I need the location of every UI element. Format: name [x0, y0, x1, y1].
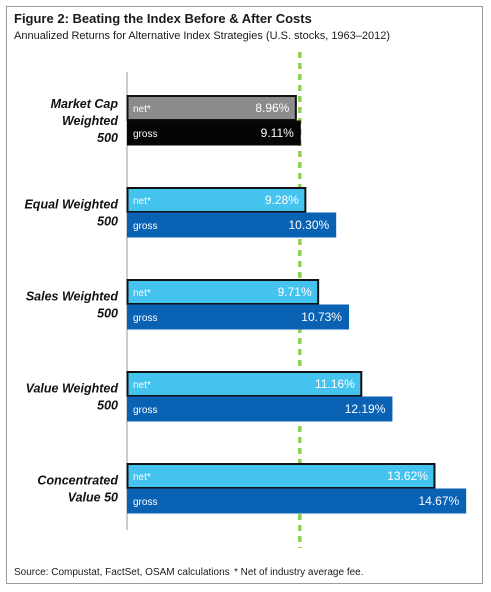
bar-net [126, 279, 320, 305]
data-label: 11.16% [315, 377, 355, 391]
data-label: 9.11% [261, 126, 294, 140]
data-label: 13.62% [387, 469, 428, 483]
category-label-line: Concentrated [37, 474, 118, 488]
data-label: 9.28% [265, 193, 299, 207]
data-label: 8.96% [255, 101, 289, 115]
category-label: Concentrated Value 50 [37, 474, 118, 505]
bar-tag-net: net* [133, 196, 151, 207]
category-label-line: 500 [97, 131, 118, 145]
category-label-line: 500 [97, 215, 118, 229]
category-label-line: Market Cap [51, 97, 119, 111]
bar-tag-gross: gross [133, 497, 157, 508]
bar-gross [127, 396, 393, 422]
data-label: 9.71% [278, 285, 312, 299]
bar-net [126, 463, 436, 489]
bar-net [126, 371, 363, 397]
category-label-line: Sales Weighted [26, 290, 119, 304]
bar-tag-gross: gross [133, 221, 157, 232]
category-label: Market Cap Weighted 500 [51, 97, 119, 145]
category-label: Value Weighted 500 [26, 382, 119, 413]
fee-footnote: * Net of industry average fee. [234, 567, 364, 578]
bar-gross [127, 488, 467, 514]
category-label-line: Weighted [62, 114, 118, 128]
data-label: 10.73% [301, 310, 342, 324]
bar-tag-net: net* [133, 472, 151, 483]
source-note: Source: Compustat, FactSet, OSAM calcula… [14, 567, 230, 578]
data-label: 14.67% [418, 494, 459, 508]
bar-gross [127, 120, 301, 146]
bar-tag-net: net* [133, 288, 151, 299]
data-label: 10.30% [289, 218, 330, 232]
category-label-line: Equal Weighted [24, 198, 118, 212]
bar-tag-net: net* [133, 380, 151, 391]
bar-gross [127, 212, 337, 238]
bar-net [126, 187, 307, 213]
category-label-line: Value 50 [68, 491, 118, 505]
chart-subtitle: Annualized Returns for Alternative Index… [14, 30, 391, 42]
bar-tag-net: net* [133, 104, 151, 115]
bar-tag-gross: gross [133, 405, 157, 416]
category-label-line: 500 [97, 399, 118, 413]
category-label-line: Value Weighted [26, 382, 119, 396]
bar-net [126, 95, 297, 121]
category-label-line: 500 [97, 307, 118, 321]
data-label: 12.19% [345, 402, 386, 416]
bar-tag-gross: gross [133, 129, 157, 140]
category-label: Sales Weighted 500 [26, 290, 119, 321]
bar-gross [127, 304, 349, 330]
chart-title: Figure 2: Beating the Index Before & Aft… [14, 11, 312, 26]
category-label: Equal Weighted 500 [24, 198, 118, 229]
bar-tag-gross: gross [133, 313, 157, 324]
